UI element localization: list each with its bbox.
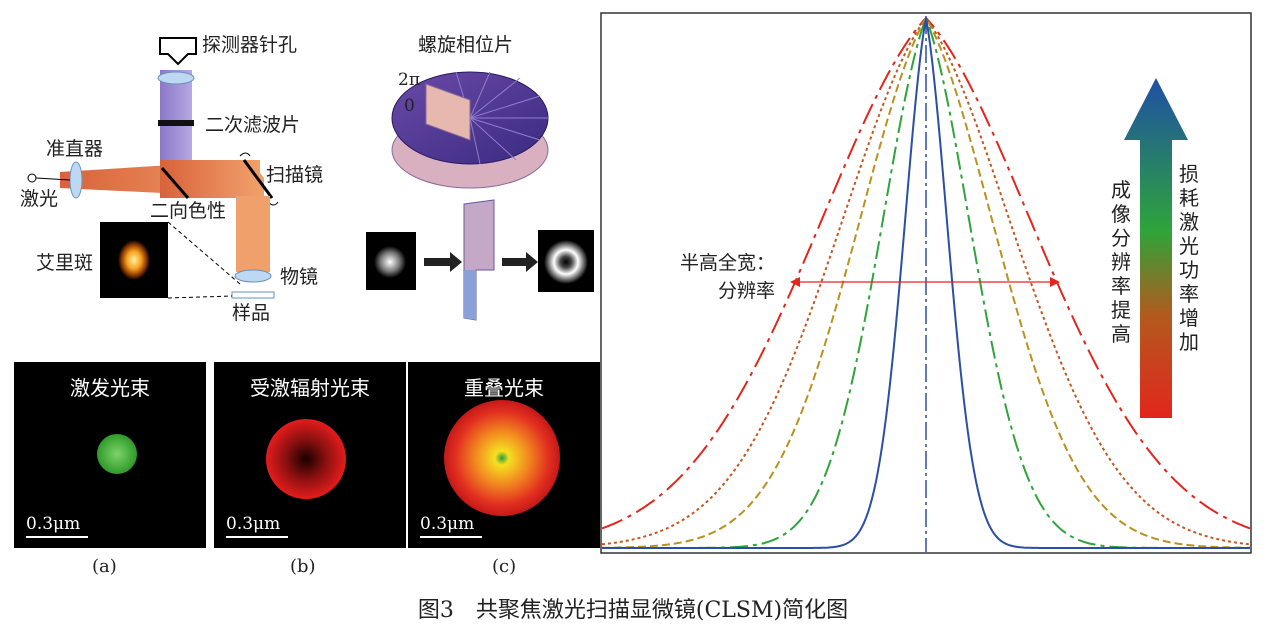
vortex-0-label: 0 (404, 96, 415, 116)
subfig-label-a: (a) (92, 556, 117, 577)
dichroic-mirror (160, 167, 190, 199)
panel-title: 受激辐射光束 (250, 376, 370, 400)
panel-title: 激发光束 (70, 376, 150, 400)
scale-label: 0.3μm (26, 514, 81, 534)
resolution-improved-text: 成像分辨率提高 (1111, 178, 1131, 346)
resolution-power-arrow (1124, 78, 1188, 418)
fwhm-label-line1: 半高全宽： (680, 252, 776, 274)
depletion-power-increase-text: 损耗激光功率增加 (1179, 162, 1199, 354)
label-scan-mirror: 扫描镜 (266, 164, 324, 186)
scale-bar (420, 536, 482, 538)
scale-bar (26, 536, 88, 538)
label-collimator: 准直器 (46, 138, 104, 160)
secondary-filter (158, 120, 194, 126)
label-dichroic: 二向色性 (150, 200, 227, 222)
label-secondary-filter: 二次滤波片 (205, 114, 301, 136)
label-detector-pinhole: 探测器针孔 (202, 34, 298, 56)
psf-curves-plot (600, 12, 1252, 554)
scale-label: 0.3μm (226, 514, 281, 534)
vortex-phase-plate-diagram (366, 71, 594, 321)
label-sample: 样品 (232, 302, 271, 324)
vortex-title: 螺旋相位片 (418, 34, 514, 56)
label-airy-disk: 艾里斑 (36, 252, 94, 274)
collimator-lens (69, 161, 83, 199)
label-laser: 激光 (20, 188, 59, 210)
panel-title: 重叠光束 (464, 376, 544, 400)
figure-caption: 图3 共聚焦激光扫描显微镜(CLSM)简化图 (417, 598, 849, 623)
fwhm-label-line2: 分辨率 (718, 280, 776, 302)
laser-source-icon (27, 173, 37, 183)
subfig-label-b: (b) (290, 556, 316, 577)
optical-setup-diagram (27, 37, 279, 299)
label-objective: 物镜 (280, 266, 319, 288)
objective-lens (234, 269, 272, 283)
scan-mirror (242, 159, 274, 199)
vortex-2pi-label: 2π (398, 70, 420, 90)
panel-excitation-beam: 激发光束 0.3μm (14, 362, 206, 548)
scale-label: 0.3μm (420, 514, 475, 534)
panel-overlapping-beam: 重叠光束 0.3μm (408, 362, 600, 548)
detector-icon (159, 37, 197, 66)
sample-slide (231, 291, 275, 299)
panel-stimulated-emission-beam: 受激辐射光束 0.3μm (214, 362, 406, 548)
subfig-label-c: (c) (492, 556, 517, 577)
scale-bar (226, 536, 288, 538)
